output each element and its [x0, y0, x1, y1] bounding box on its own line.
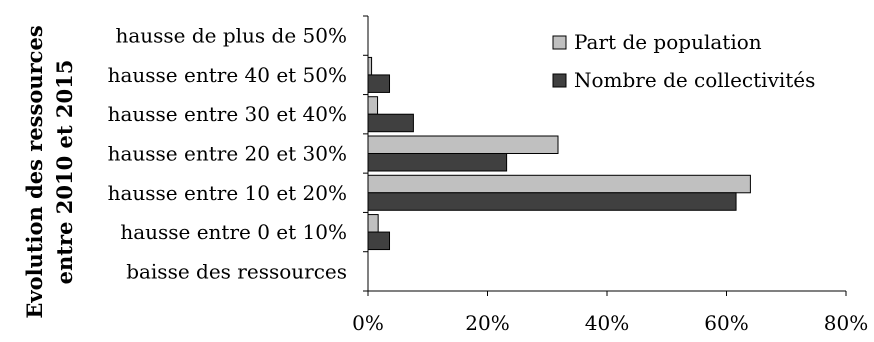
bar	[367, 96, 379, 115]
y-axis-title-line: entre 2010 et 2015	[52, 60, 77, 285]
bar	[367, 113, 414, 133]
bar	[367, 56, 373, 76]
category-label: hausse entre 0 et 10%	[120, 220, 347, 244]
category-label: baisse des ressources	[126, 259, 347, 283]
x-tick-label: 40%	[585, 311, 629, 335]
bar	[367, 214, 379, 233]
x-tick-label: 0%	[352, 311, 384, 335]
category-label: hausse de plus de 50%	[115, 24, 347, 48]
category-labels: hausse de plus de 50% hausse entre 40 et …	[108, 24, 347, 284]
legend-swatch	[552, 35, 567, 50]
x-tick-label: 20%	[465, 311, 509, 335]
legend-label: Nombre de collectivités	[574, 68, 815, 92]
x-tick-label: 60%	[704, 311, 748, 335]
axes	[363, 15, 847, 296]
x-tick-labels: 0% 20% 40% 60% 80%	[352, 311, 868, 335]
category-label: hausse entre 30 et 40%	[108, 102, 347, 126]
bar	[367, 192, 737, 211]
y-axis-title-line: Evolution des ressources	[22, 25, 47, 318]
bar	[367, 74, 391, 93]
legend: Part de population Nombre de collectivité…	[552, 30, 815, 92]
legend-swatch	[552, 73, 567, 88]
category-label: hausse entre 20 et 30%	[108, 142, 347, 166]
category-label: hausse entre 40 et 50%	[108, 63, 347, 87]
bar	[367, 153, 508, 172]
legend-label: Part de population	[574, 30, 762, 54]
bar	[367, 135, 559, 154]
bar	[367, 231, 391, 251]
y-axis-title: Evolution des ressources entre 2010 et 20…	[22, 25, 77, 318]
bar	[367, 174, 751, 194]
category-label: hausse entre 10 et 20%	[108, 181, 347, 205]
x-tick-label: 80%	[824, 311, 868, 335]
